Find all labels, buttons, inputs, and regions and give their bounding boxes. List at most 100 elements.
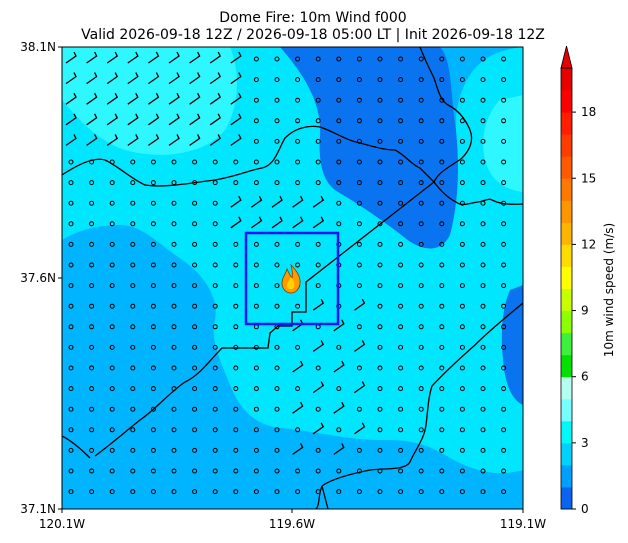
calm-wind-circle: [315, 180, 321, 186]
calm-wind-circle: [459, 138, 465, 144]
wind-barb: [148, 72, 160, 85]
calm-wind-circle: [150, 324, 156, 330]
calm-wind-circle: [459, 200, 465, 206]
calm-wind-circle: [212, 159, 218, 165]
wind-barb: [209, 113, 222, 126]
calm-wind-circle: [480, 56, 486, 62]
calm-wind-circle: [274, 118, 280, 124]
calm-wind-circle: [356, 262, 362, 268]
calm-wind-circle: [418, 221, 424, 227]
calm-wind-circle: [459, 324, 465, 330]
calm-wind-circle: [109, 283, 115, 289]
calm-wind-circle: [150, 427, 156, 433]
county-boundary-southeast: [315, 302, 523, 509]
calm-wind-circle: [418, 386, 424, 392]
calm-wind-circle: [480, 344, 486, 350]
calm-wind-circle: [130, 262, 136, 268]
calm-wind-circle: [68, 159, 74, 165]
calm-wind-circle: [336, 138, 342, 144]
calm-wind-circle: [336, 159, 342, 165]
calm-wind-circle: [501, 97, 507, 103]
wind-barb: [106, 72, 119, 85]
calm-wind-circle: [398, 344, 404, 350]
calm-wind-circle: [356, 200, 362, 206]
calm-wind-circle: [233, 427, 239, 433]
wind-barb: [312, 340, 325, 352]
calm-wind-circle: [233, 386, 239, 392]
calm-wind-circle: [480, 283, 486, 289]
wind-barb: [148, 51, 160, 64]
colorbar-swatch: [561, 376, 572, 400]
calm-wind-circle: [295, 241, 301, 247]
colorbar-swatch: [561, 310, 572, 334]
wind-barb: [106, 92, 119, 105]
calm-wind-circle: [418, 303, 424, 309]
colorbar-tick-label: 15: [581, 171, 596, 185]
colorbar-swatch: [561, 442, 572, 466]
wind-barb: [65, 113, 77, 126]
calm-wind-circle: [480, 365, 486, 371]
calm-wind-circle: [418, 97, 424, 103]
calm-wind-circle: [377, 365, 383, 371]
calm-wind-circle: [253, 427, 259, 433]
calm-wind-circle: [274, 406, 280, 412]
calm-wind-circle: [68, 303, 74, 309]
calm-wind-circle: [377, 262, 383, 268]
calm-wind-circle: [150, 200, 156, 206]
wind-barb: [168, 92, 180, 105]
calm-wind-circle: [398, 97, 404, 103]
colorbar-swatch: [561, 200, 572, 223]
calm-wind-circle: [295, 77, 301, 83]
calm-wind-circle: [398, 262, 404, 268]
calm-wind-circle: [68, 324, 74, 330]
calm-wind-circle: [253, 283, 259, 289]
wind-barb: [292, 195, 304, 208]
calm-wind-circle: [109, 468, 115, 474]
calm-wind-circle: [130, 159, 136, 165]
calm-wind-circle: [171, 283, 177, 289]
boundary-lines: [62, 47, 523, 509]
colorbar-swatch: [561, 266, 572, 289]
colorbar-swatch: [561, 178, 572, 201]
calm-wind-circle: [501, 365, 507, 371]
calm-wind-circle: [68, 406, 74, 412]
calm-wind-circle: [253, 303, 259, 309]
wind-barb: [354, 381, 366, 394]
calm-wind-circle: [212, 365, 218, 371]
calm-wind-circle: [459, 283, 465, 289]
calm-wind-circle: [480, 447, 486, 453]
wind-barb: [333, 360, 345, 373]
calm-wind-circle: [356, 180, 362, 186]
colorbar-tick-label: 3: [581, 436, 589, 450]
calm-wind-circle: [480, 221, 486, 227]
calm-wind-circle: [418, 468, 424, 474]
calm-wind-circle: [315, 406, 321, 412]
calm-wind-circle: [501, 344, 507, 350]
calm-wind-circle: [233, 406, 239, 412]
calm-wind-circle: [336, 344, 342, 350]
calm-wind-circle: [315, 365, 321, 371]
calm-wind-circle: [398, 386, 404, 392]
colorbar-swatch: [561, 464, 572, 488]
colorbar-swatch: [561, 90, 572, 113]
wind-barb: [106, 113, 119, 126]
calm-wind-circle: [109, 344, 115, 350]
wind-barb: [189, 72, 201, 85]
calm-wind-circle: [336, 468, 342, 474]
calm-wind-circle: [130, 283, 136, 289]
calm-wind-circle: [377, 447, 383, 453]
calm-wind-circle: [150, 489, 156, 495]
calm-wind-circle: [233, 324, 239, 330]
calm-wind-circle: [192, 324, 198, 330]
calm-wind-circle: [274, 468, 280, 474]
calm-wind-circle: [315, 283, 321, 289]
calm-wind-circle: [68, 180, 74, 186]
wind-barb: [86, 51, 98, 64]
calm-wind-circle: [89, 221, 95, 227]
calm-wind-circle: [480, 77, 486, 83]
calm-wind-circle: [439, 241, 445, 247]
calm-wind-circle: [295, 262, 301, 268]
calm-wind-circle: [459, 386, 465, 392]
wind-barb: [292, 401, 304, 414]
calm-wind-circle: [501, 283, 507, 289]
